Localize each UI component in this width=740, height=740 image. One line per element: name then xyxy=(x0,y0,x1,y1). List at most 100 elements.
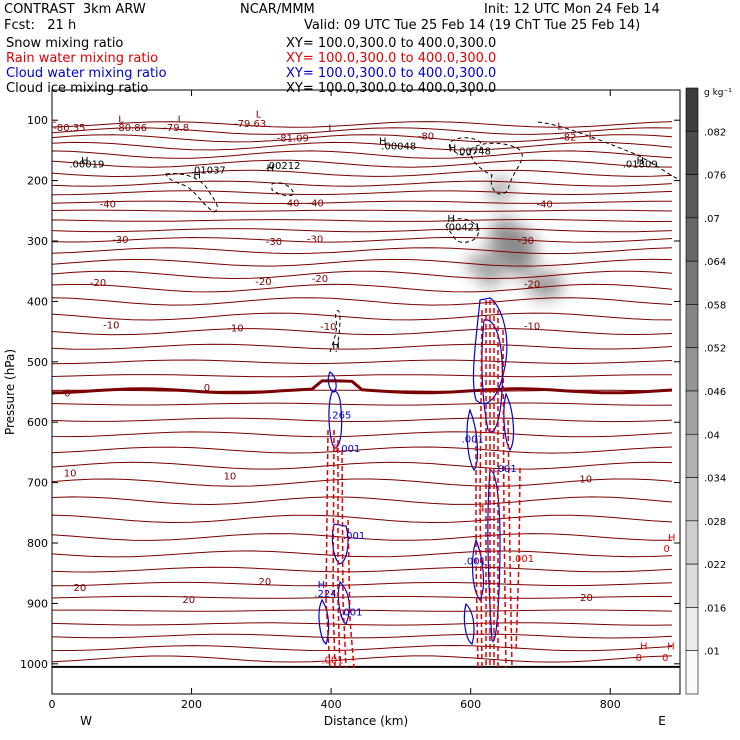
contour-label: -79.8 xyxy=(163,123,189,134)
colorbar-unit: g kg⁻¹ xyxy=(704,88,732,98)
contour-label: .01037 xyxy=(191,166,226,177)
cloud-water-contour xyxy=(318,598,330,645)
cloud-water-contour xyxy=(331,523,349,565)
isotherm-line xyxy=(52,297,673,306)
contour-label: -30 xyxy=(112,235,128,246)
cloud-ice-contour xyxy=(271,182,295,197)
contour-label: -30 xyxy=(266,237,282,248)
isotherm-line xyxy=(52,127,673,135)
contour-label: 10 xyxy=(224,471,237,482)
high-marker: H xyxy=(640,642,648,653)
field-xy-cloud-water: XY= 100.0,300.0 to 400.0,300.0 xyxy=(286,66,497,81)
isotherm-line xyxy=(52,283,673,293)
contour-label: 20 xyxy=(258,577,271,588)
cloud-ice-contour xyxy=(165,173,218,213)
extremum-value: 0 xyxy=(664,544,670,555)
low-marker: L xyxy=(557,122,563,133)
isotherm-line xyxy=(52,328,673,336)
west-label: W xyxy=(80,714,92,728)
contour-label: -20 xyxy=(312,274,328,285)
contour-label: .001 xyxy=(343,531,365,542)
colorbar-segment xyxy=(685,304,699,349)
y-tick-label: 800 xyxy=(27,537,48,550)
low-marker: L xyxy=(178,114,184,125)
plot-title: CONTRAST 3km ARW xyxy=(4,2,146,17)
isotherm-line xyxy=(52,581,673,587)
contour-label: 20 xyxy=(74,583,87,594)
colorbar-segment xyxy=(685,174,699,219)
colorbar-label: .064 xyxy=(704,257,726,268)
isotherm-line xyxy=(52,417,673,423)
field-xy-snow: XY= 100.0,300.0 to 400.0,300.0 xyxy=(286,36,497,51)
field-name-rain: Rain water mixing ratio xyxy=(6,51,159,66)
low-marker: L xyxy=(118,114,124,125)
contour-label: 4 xyxy=(479,504,485,515)
isotherm-line xyxy=(52,446,673,454)
colorbar-label: .058 xyxy=(704,300,726,311)
x-tick-label: 200 xyxy=(181,698,202,711)
isotherm-line xyxy=(52,200,672,204)
contour-label: -20 xyxy=(524,279,540,290)
contour-label: .001 xyxy=(512,554,534,565)
isotherm-line xyxy=(52,533,672,541)
high-marker: H xyxy=(318,580,326,591)
rain-contour xyxy=(337,440,341,669)
contour-label: 0 xyxy=(64,389,70,400)
contour-label: -79.63 xyxy=(234,119,266,130)
isotherm-line xyxy=(52,496,673,506)
y-tick-label: 400 xyxy=(27,295,48,308)
isotherm-line xyxy=(52,374,672,378)
axes: 0 200 400 600 800100200300400500600700800900… xyxy=(3,90,680,728)
high-marker: H xyxy=(267,163,275,174)
isotherm-line xyxy=(52,343,673,350)
y-tick-label: 600 xyxy=(27,416,48,429)
colorbar-segment xyxy=(685,650,699,695)
contour-label: -80.35 xyxy=(53,123,85,134)
contour-label: -82 xyxy=(560,133,576,144)
contour-label: .001 xyxy=(321,656,343,667)
rain-contour xyxy=(341,449,347,669)
x-tick-label: 0 xyxy=(49,698,56,711)
x-axis-label: Distance (km) xyxy=(324,714,408,728)
colorbar-label: .07 xyxy=(704,214,720,225)
colorbar-segment xyxy=(685,390,699,435)
cloud-water-contour xyxy=(466,408,479,472)
colorbar-label: .01 xyxy=(704,647,720,658)
colorbar-label: .034 xyxy=(704,474,726,485)
rain-contour xyxy=(475,430,479,669)
temperature-isotherms xyxy=(52,121,680,668)
isotherm-line xyxy=(52,141,673,151)
colorbar-segment xyxy=(685,607,699,652)
isotherm-line xyxy=(52,236,673,243)
isotherm-line xyxy=(52,550,673,558)
high-marker: H xyxy=(193,171,201,182)
isotherm-line xyxy=(52,655,673,663)
contour-label: -20 xyxy=(90,278,106,289)
isotherm-line xyxy=(52,159,673,168)
high-marker: H xyxy=(668,533,676,544)
cloud-ice-contour xyxy=(445,218,480,243)
center-label: NCAR/MMM xyxy=(240,2,315,17)
y-tick-label: 100 xyxy=(27,114,48,127)
colorbar-segment xyxy=(685,217,699,262)
isotherm-line xyxy=(52,134,673,143)
rain-contour xyxy=(515,467,521,651)
contour-label: .00421 xyxy=(445,223,480,234)
isotherm-line xyxy=(52,609,673,612)
cloud-ice-contour xyxy=(329,310,341,353)
high-marker: H xyxy=(667,642,675,653)
contour-label: -80.86 xyxy=(115,123,147,134)
colorbar-segment xyxy=(685,347,699,392)
contour-label: -80 xyxy=(418,131,434,142)
contour-label: 0 xyxy=(204,383,210,394)
snow-blob xyxy=(527,271,563,299)
contour-label: 10 xyxy=(64,468,77,479)
contour-label: .001 xyxy=(340,607,362,618)
high-marker: H xyxy=(379,137,387,148)
contour-label: .00019 xyxy=(69,160,104,171)
high-marker: H xyxy=(636,156,644,167)
cloud-water-contours xyxy=(318,297,515,645)
isotherm-line xyxy=(52,169,673,178)
isotherm-line xyxy=(52,461,673,470)
rain-contour xyxy=(347,519,355,669)
